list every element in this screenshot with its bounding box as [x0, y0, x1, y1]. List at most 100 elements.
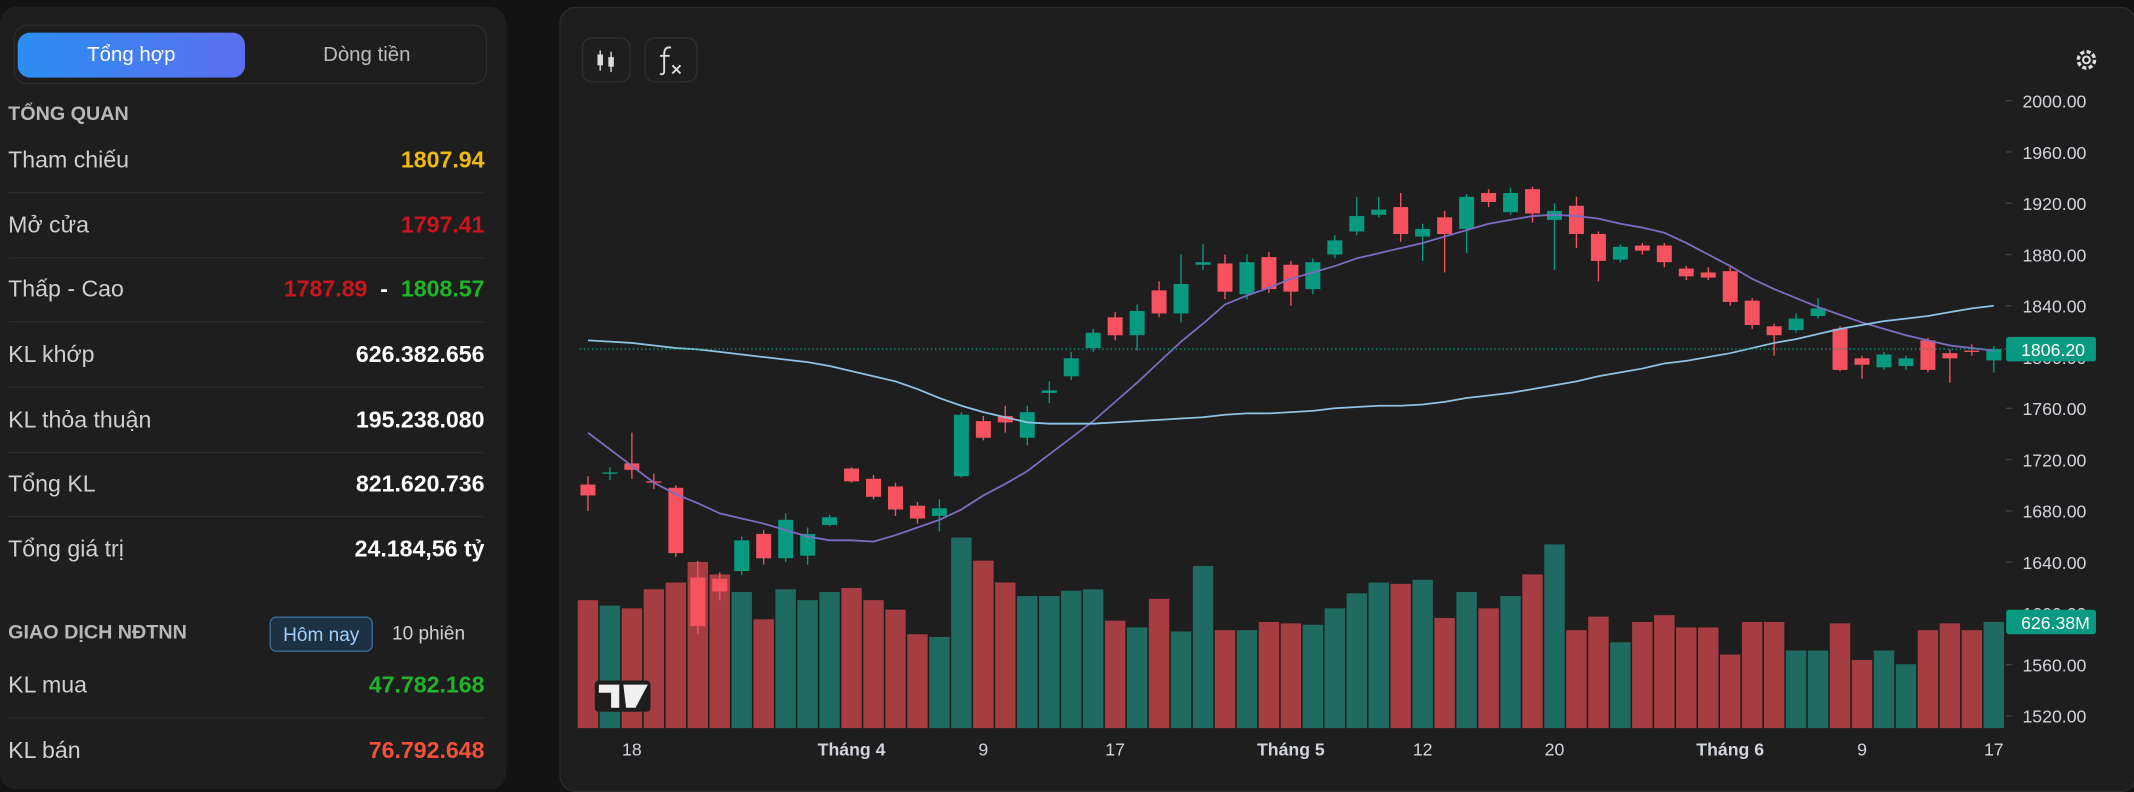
candle-body — [756, 533, 772, 559]
candle-body — [1129, 310, 1145, 336]
volume-bar — [797, 600, 818, 729]
candle-body — [1415, 228, 1431, 237]
x-tick-label: 12 — [1413, 739, 1433, 759]
label: KL mua — [8, 672, 88, 699]
volume-bar — [1763, 622, 1785, 729]
y-tick-label: 1880.00 — [2022, 245, 2086, 265]
tab[interactable]: Dòng tiền — [323, 43, 411, 67]
row: Tổng giá trị 24.184,56 tỷ — [8, 517, 484, 581]
ma-line — [587, 304, 1994, 425]
volume-bar — [951, 537, 972, 729]
high: 1808.57 — [400, 276, 485, 303]
y-tick-label: 1680.00 — [2022, 502, 2086, 522]
y-tick-label: 1840.00 — [2022, 297, 2086, 317]
volume-bar — [1412, 579, 1433, 729]
candle-body — [953, 414, 969, 477]
x-tick-label: Tháng 5 — [1257, 739, 1325, 759]
volume-bar — [1632, 622, 1653, 729]
section-title: TỔNG QUAN — [8, 103, 129, 126]
candle-body — [1568, 205, 1584, 235]
volume-bar — [929, 636, 950, 729]
candle-body — [1261, 257, 1277, 290]
volume-bar — [1939, 623, 1961, 729]
candle-body — [1612, 246, 1628, 260]
icon — [2081, 55, 2091, 65]
logo — [594, 680, 651, 712]
candle-body — [1590, 234, 1606, 261]
label: Tổng giá trị — [8, 536, 124, 563]
value: 47.782.168 — [368, 672, 485, 699]
button[interactable]: Hôm nay — [269, 616, 373, 652]
volume-bar — [1566, 630, 1587, 729]
candle-body — [1085, 332, 1101, 349]
candle-body — [734, 540, 750, 572]
candle-body — [1722, 271, 1738, 302]
volume-bar — [1017, 596, 1038, 729]
tab[interactable]: Tổng hợp — [17, 32, 245, 78]
tab-bar: Tổng hợp Dòng tiền — [13, 24, 488, 85]
value: 1797.41 — [400, 212, 485, 239]
candle-body — [866, 478, 882, 497]
volume-bar — [1610, 642, 1631, 729]
candle-body — [909, 505, 925, 519]
volume-bar — [1346, 593, 1367, 729]
indicator-button[interactable] — [644, 37, 698, 83]
label: Mở cửa — [8, 212, 89, 239]
ma-line — [587, 213, 1994, 543]
candle-body — [931, 508, 947, 516]
volume-bar — [665, 582, 687, 729]
candle-body — [1876, 354, 1892, 368]
volume-bar — [753, 619, 774, 729]
ma-layer — [587, 213, 1994, 543]
x-tick-label: 18 — [622, 739, 642, 759]
volume-bar — [1720, 654, 1741, 729]
candle-body — [997, 415, 1013, 423]
volume-bar — [1851, 659, 1873, 729]
volume-bar — [1917, 630, 1939, 729]
candle-body — [1041, 390, 1057, 393]
volume-bar — [709, 574, 730, 729]
volume-bar — [1302, 624, 1324, 729]
candle-body — [1656, 245, 1672, 263]
value: 626.382.656 — [355, 341, 485, 368]
logo-mark — [598, 684, 648, 708]
volume-bar — [819, 592, 840, 729]
settings-button[interactable] — [2076, 50, 2097, 70]
row: Mở cửa 1797.41 — [8, 193, 485, 259]
candle-body — [1503, 192, 1519, 213]
candle-body — [602, 472, 618, 474]
value: 821.620.736 — [355, 470, 485, 497]
volume-bar — [1807, 650, 1829, 729]
candle-body — [580, 484, 596, 496]
volume-bar — [1741, 622, 1763, 729]
x-tick-label: 9 — [978, 739, 988, 759]
candle-body — [800, 533, 816, 556]
button[interactable]: 10 phiên — [391, 621, 466, 644]
volume-bar — [1258, 622, 1280, 729]
volume-bar — [1873, 650, 1895, 729]
last-price-badge — [2006, 336, 2096, 362]
label: Tham chiếu — [8, 146, 130, 173]
candle-body — [975, 421, 991, 438]
candle-body — [1766, 326, 1782, 336]
candle-body — [1744, 300, 1760, 325]
candle-body — [1942, 353, 1958, 359]
candle-body — [1437, 217, 1453, 235]
chart: 2000.001960.001920.001880.001840.001800.… — [577, 37, 2097, 759]
row: KL mua 47.782.168 — [8, 653, 485, 719]
volume-bar — [1654, 615, 1675, 729]
x-tick-label: 20 — [1545, 739, 1565, 759]
candle-body — [1305, 262, 1321, 290]
volume-layer — [577, 537, 2005, 729]
x-tick-label: 17 — [1984, 739, 2004, 759]
candle-button[interactable] — [581, 37, 631, 83]
volume-bar — [1324, 608, 1346, 729]
row: Tham chiếu 1807.94 — [8, 128, 485, 194]
candle-body — [1151, 290, 1167, 314]
section-title: GIAO DỊCH NĐTNN — [8, 621, 187, 644]
volume-bar — [1983, 621, 2005, 729]
volume-bar — [1082, 589, 1104, 729]
volume-bar — [1192, 566, 1214, 729]
row: Tổng KL 821.620.736 — [8, 452, 485, 518]
icon — [659, 46, 682, 76]
